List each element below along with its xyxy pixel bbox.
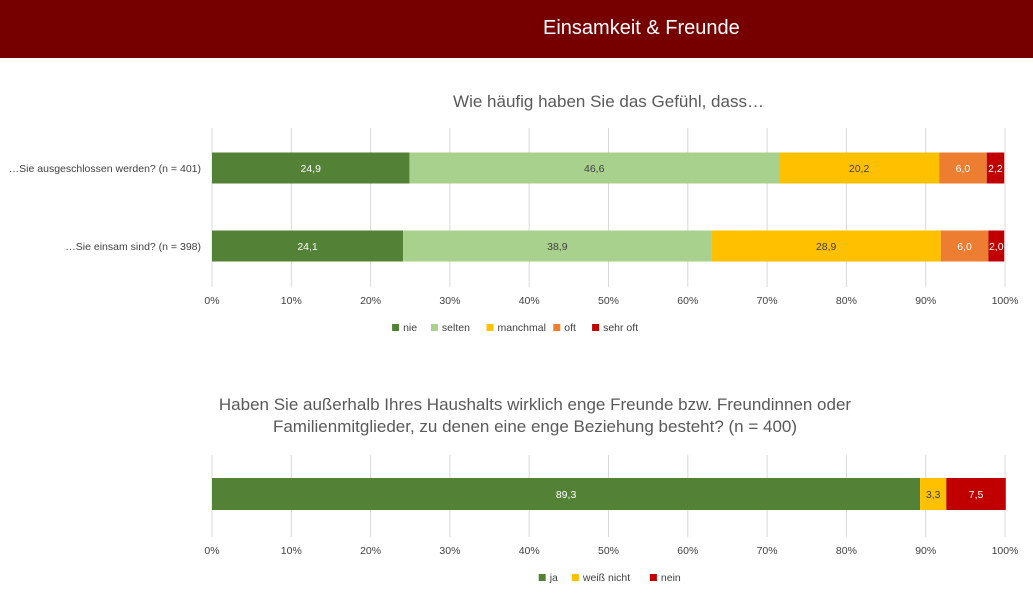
bar-segment-nie — [212, 152, 410, 184]
bar-segment-oft — [939, 152, 987, 184]
header-bar: Einsamkeit & Freunde — [0, 0, 1033, 58]
legend-label: nein — [661, 572, 681, 584]
x-tick-label: 100% — [992, 545, 1019, 557]
legend-label: weiß nicht — [582, 572, 630, 584]
x-tick-label: 0% — [204, 295, 219, 307]
bar-segment-sehr-oft — [986, 152, 1005, 184]
x-tick-label: 70% — [757, 545, 778, 557]
data-label: 7,5 — [969, 489, 984, 501]
data-label: 24,9 — [301, 163, 322, 175]
legend-swatch-sehr-oft — [592, 324, 600, 331]
legend-swatch-manchmal — [486, 324, 494, 331]
category-label: …Sie ausgeschlossen werden? (n = 401) — [9, 163, 201, 175]
legend-swatch-nie — [392, 324, 400, 331]
x-tick-label: 10% — [281, 545, 302, 557]
legend-label: ja — [549, 572, 558, 584]
bar-segment-nie — [212, 230, 404, 262]
legend-swatch-nein — [649, 574, 657, 581]
bar-segment-sehr-oft — [988, 230, 1005, 262]
legend-label: selten — [442, 322, 470, 334]
chart2-title: Haben Sie außerhalb Ihres Haushalts wirk… — [218, 395, 852, 436]
legend-swatch-oft — [553, 324, 561, 331]
x-tick-label: 20% — [360, 295, 381, 307]
x-tick-label: 50% — [598, 545, 619, 557]
bar-segment-oft — [940, 230, 989, 262]
legend-swatch-selten — [430, 324, 438, 331]
x-tick-label: 90% — [915, 295, 936, 307]
chart1-title: Wie häufig haben Sie das Gefühl, dass… — [453, 92, 764, 111]
x-tick-label: 40% — [519, 295, 540, 307]
bar-segment-nein — [946, 478, 1006, 510]
x-tick-label: 20% — [360, 545, 381, 557]
x-tick-label: 90% — [915, 545, 936, 557]
x-tick-label: 70% — [757, 295, 778, 307]
legend-label: sehr oft — [603, 322, 638, 334]
data-label: 24,1 — [297, 241, 318, 253]
legend-label: oft — [564, 322, 576, 334]
x-tick-label: 100% — [992, 295, 1019, 307]
data-label: 2,0 — [989, 241, 1004, 253]
data-label: 28,9 — [816, 241, 837, 253]
x-tick-label: 30% — [439, 295, 460, 307]
x-tick-label: 60% — [677, 545, 698, 557]
x-tick-label: 80% — [836, 295, 857, 307]
x-tick-label: 0% — [204, 545, 219, 557]
data-label: 3,3 — [926, 489, 941, 501]
legend-label: nie — [403, 322, 417, 334]
bar-segment-weiß-nicht — [920, 478, 947, 510]
data-label: 38,9 — [547, 241, 568, 253]
bar-segment-selten — [403, 230, 712, 262]
x-tick-label: 40% — [519, 545, 540, 557]
data-label: 6,0 — [956, 163, 971, 175]
bar-segment-manchmal — [711, 230, 941, 262]
bar-segment-selten — [409, 152, 779, 184]
data-label: 2,2 — [988, 163, 1003, 175]
x-tick-label: 80% — [836, 545, 857, 557]
x-tick-label: 60% — [677, 295, 698, 307]
bar-segment-ja — [212, 478, 921, 510]
x-tick-label: 30% — [439, 545, 460, 557]
legend-swatch-ja — [538, 574, 546, 581]
x-tick-label: 50% — [598, 295, 619, 307]
data-label: 20,2 — [849, 163, 870, 175]
bar-segment-manchmal — [778, 152, 940, 184]
x-tick-label: 10% — [281, 295, 302, 307]
data-label: 89,3 — [556, 489, 577, 501]
legend-swatch-weiß-nicht — [571, 574, 579, 581]
legend-label: manchmal — [498, 322, 546, 334]
data-label: 6,0 — [957, 241, 972, 253]
page-title: Einsamkeit & Freunde — [543, 17, 740, 39]
data-label: 46,6 — [584, 163, 605, 175]
category-label: …Sie einsam sind? (n = 398) — [65, 241, 201, 253]
